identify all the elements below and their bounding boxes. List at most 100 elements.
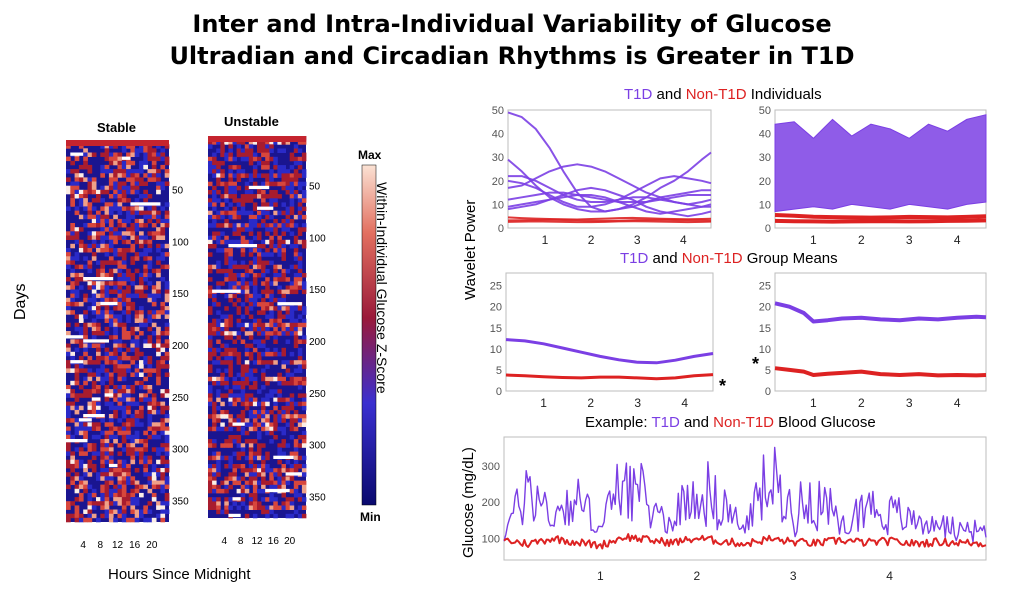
heatmap-cell	[248, 148, 254, 153]
heatmap-cell	[281, 443, 286, 448]
heatmap-cell	[293, 443, 299, 448]
heatmap-cell	[121, 301, 127, 307]
heatmap-cell	[113, 351, 118, 357]
heatmap-cell	[273, 513, 278, 519]
heatmap-cell	[248, 314, 254, 319]
heatmap-cell	[130, 331, 136, 336]
y-tick-label: 100	[482, 533, 500, 545]
heatmap-cell	[134, 285, 140, 290]
heatmap-cell	[228, 347, 233, 353]
heatmap-cell	[228, 277, 233, 282]
heatmap-cell	[91, 223, 97, 228]
heatmap-cell	[281, 505, 286, 510]
heatmap-cell	[261, 198, 266, 203]
heatmap-cell	[83, 189, 88, 195]
heatmap-cell	[126, 364, 131, 369]
heatmap-cell	[91, 185, 97, 191]
heatmap-cell	[293, 156, 299, 162]
heatmap-cell	[252, 451, 258, 457]
heatmap-cell	[232, 385, 237, 390]
heatmap-cell	[293, 273, 299, 278]
heatmap-cell	[74, 227, 80, 232]
heatmap-cell	[208, 484, 213, 490]
heatmap-cell	[139, 239, 144, 245]
heatmap-cell	[91, 198, 97, 203]
heatmap-cell	[257, 501, 262, 506]
heatmap-cell	[91, 152, 97, 157]
heatmap-cell	[285, 181, 291, 187]
heatmap-cell	[126, 144, 131, 149]
heatmap-cell	[108, 260, 114, 265]
heatmap-cell	[130, 497, 136, 502]
heatmap-cell	[297, 393, 303, 398]
heatmap-cell	[248, 451, 254, 457]
heatmap-cell	[232, 472, 237, 477]
heatmap-cell	[232, 206, 237, 212]
heatmap-cell	[257, 273, 262, 278]
subtitle-non-t1d: Non-T1D	[681, 250, 743, 267]
heatmap-cell	[121, 434, 127, 440]
heatmap-cell	[134, 177, 140, 182]
heatmap-cell	[66, 256, 71, 261]
heatmap-cell	[117, 169, 123, 174]
heatmap-cell	[289, 202, 295, 207]
heatmap-cell	[160, 148, 166, 153]
heatmap-cell	[281, 381, 286, 386]
heatmap-cell	[252, 376, 258, 382]
heatmap-cell	[212, 160, 217, 166]
heatmap-cell	[301, 206, 307, 212]
heatmap-cell	[224, 484, 229, 490]
heatmap-cell	[301, 393, 307, 398]
heatmap-cell	[289, 306, 295, 311]
heatmap-cell	[156, 214, 161, 220]
heatmap-cell	[147, 256, 153, 261]
x-tick-label: 1	[540, 396, 547, 410]
heatmap-cell	[277, 484, 282, 490]
heatmap-cell	[212, 264, 217, 270]
heatmap-cell	[261, 297, 266, 303]
heatmap-cell	[293, 318, 299, 324]
heatmap-cell	[100, 289, 105, 294]
heatmap-cell	[160, 443, 166, 448]
heatmap-cell	[87, 389, 93, 394]
heatmap-cell	[273, 376, 278, 382]
heatmap-cell	[121, 509, 127, 514]
heatmap-cell	[244, 310, 250, 315]
heatmap-cell	[273, 173, 278, 178]
heatmap-cell	[70, 243, 75, 249]
heatmap-cell	[100, 505, 105, 510]
heatmap-cell	[216, 239, 221, 245]
heatmap-cell	[139, 360, 144, 365]
heatmap-cell	[240, 264, 246, 270]
heatmap-cell	[100, 368, 105, 373]
heatmap-cell	[252, 297, 258, 303]
heatmap-cell	[78, 277, 84, 282]
heatmap-cell	[164, 181, 170, 186]
heatmap-cell	[208, 356, 213, 361]
heatmap-cell	[269, 322, 274, 328]
heatmap-cell	[248, 248, 254, 253]
heatmap-cell	[228, 148, 233, 153]
heatmap-cell	[257, 235, 262, 241]
series-line	[503, 533, 987, 550]
heatmap-cell	[228, 177, 233, 182]
heatmap-cell	[301, 285, 307, 290]
heatmap-cell	[134, 152, 140, 157]
heatmap-cell	[134, 380, 140, 386]
heatmap-cell	[240, 493, 246, 498]
heatmap-cell	[248, 343, 254, 349]
heatmap-cell	[113, 268, 118, 274]
heatmap-cell	[130, 189, 136, 195]
heatmap-cell	[248, 231, 254, 236]
heatmap-cell	[208, 501, 213, 506]
heatmap-cell	[108, 152, 114, 157]
heatmap-cell	[143, 160, 148, 166]
heatmap-cell	[216, 464, 221, 469]
heatmap-cell	[208, 264, 213, 270]
heatmap-cell	[66, 277, 71, 282]
heatmap-cell	[164, 173, 170, 178]
heatmap-cell	[91, 505, 97, 510]
heatmap-cell	[130, 360, 136, 365]
heatmap-cell	[130, 422, 136, 427]
heatmap-cell	[248, 223, 254, 228]
